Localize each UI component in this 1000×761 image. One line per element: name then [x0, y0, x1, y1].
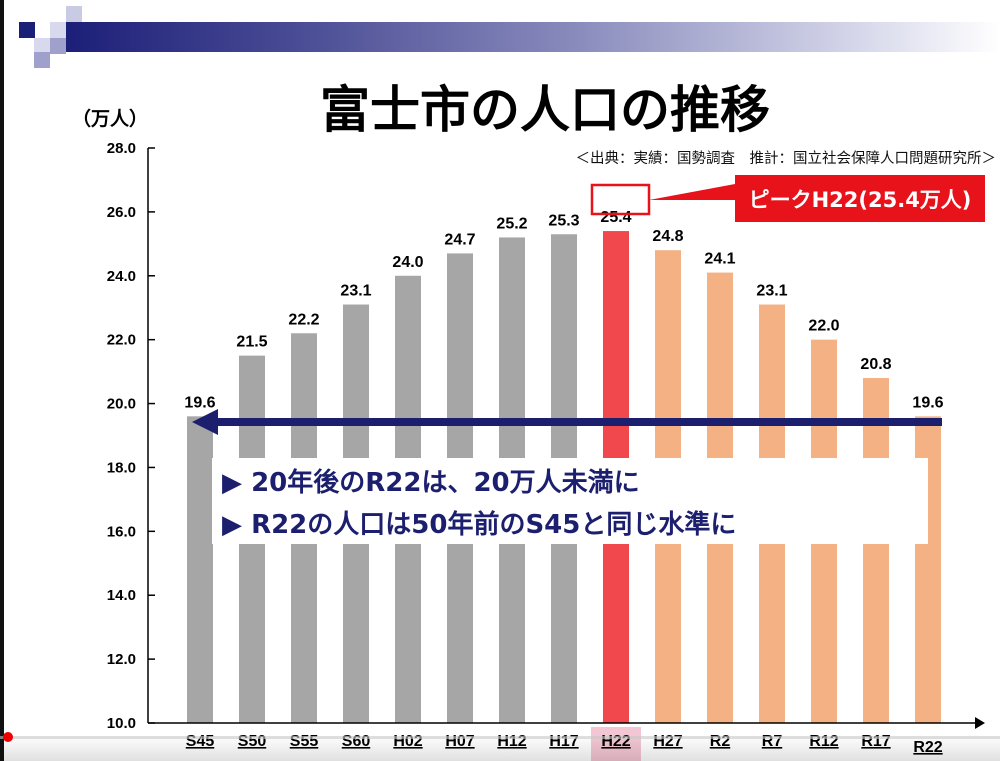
decor-square [50, 22, 66, 38]
y-tick-label: 14.0 [107, 587, 136, 604]
y-tick-label: 22.0 [107, 332, 136, 349]
message-band [212, 458, 928, 544]
y-axis-unit: （万人） [72, 108, 149, 130]
message-text: R22の人口は50年前のS45と同じ水準に [251, 510, 737, 540]
value-label-R2: 24.1 [704, 251, 735, 268]
value-label-H17: 25.3 [548, 212, 579, 229]
decor-square [34, 38, 50, 54]
y-tick-label: 28.0 [107, 140, 136, 157]
source-note: ＜出典：実績：国勢調査 推計：国立社会保障人口問題研究所＞ [575, 151, 997, 167]
triangle-bullet-icon: ▶ [222, 510, 242, 540]
value-label-S50: 21.5 [236, 334, 267, 351]
bar-R17 [863, 378, 889, 723]
decor-square [50, 38, 66, 54]
message-text: 20年後のR22は、20万人未満に [251, 468, 640, 498]
y-tick-label: 10.0 [107, 715, 136, 732]
x-axis-arrow-icon [975, 717, 985, 729]
left-border [0, 0, 4, 761]
value-label-R22: 19.6 [912, 394, 943, 411]
y-tick-label: 18.0 [107, 459, 136, 476]
chart-title: 富士市の人口の推移 [320, 81, 770, 139]
value-label-H22: 25.4 [600, 209, 631, 226]
value-label-R7: 23.1 [756, 283, 787, 300]
y-tick-label: 26.0 [107, 204, 136, 221]
value-label-H02: 24.0 [392, 254, 423, 271]
x-label-highlight [591, 727, 641, 761]
value-label-R12: 22.0 [808, 318, 839, 335]
comparison-arrow-head-icon [192, 409, 218, 435]
value-label-H27: 24.8 [652, 228, 683, 245]
value-label-H07: 24.7 [444, 231, 475, 248]
decor-square [19, 22, 35, 38]
value-label-S45: 19.6 [184, 394, 215, 411]
value-label-R17: 20.8 [860, 356, 891, 373]
decor-square [34, 52, 50, 68]
triangle-bullet-icon: ▶ [222, 468, 242, 498]
message-2: ▶ R22の人口は50年前のS45と同じ水準に [222, 504, 736, 541]
video-playhead[interactable] [3, 732, 13, 742]
header-banner [66, 22, 1000, 52]
peak-callout: ピークH22(25.4万人) [735, 175, 985, 222]
y-tick-label: 16.0 [107, 523, 136, 540]
value-label-H12: 25.2 [496, 215, 527, 232]
x-tick-label-R22: R22 [913, 739, 942, 756]
y-tick-label: 24.0 [107, 268, 136, 285]
message-1: ▶ 20年後のR22は、20万人未満に [222, 462, 640, 499]
value-label-S60: 23.1 [340, 283, 371, 300]
value-label-S55: 22.2 [288, 311, 319, 328]
y-tick-label: 12.0 [107, 651, 136, 668]
y-tick-label: 20.0 [107, 396, 136, 413]
bar-S45 [187, 416, 213, 723]
comparison-arrow-shaft [214, 418, 942, 426]
decor-square [66, 6, 82, 22]
video-progress-bar[interactable] [0, 736, 1000, 739]
